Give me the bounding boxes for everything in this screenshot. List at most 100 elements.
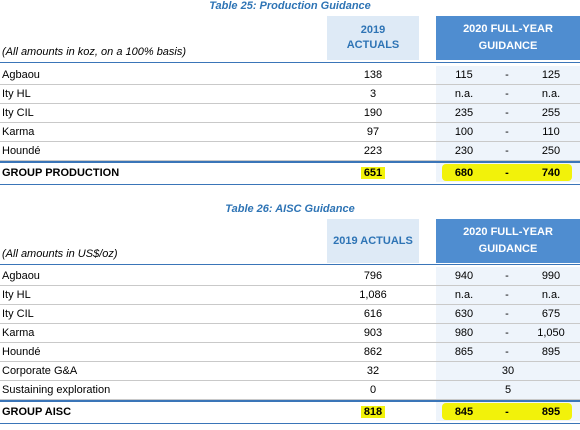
production-row-guidance-high: 125 [541,69,561,81]
aisc-guidance-header-line2: GUIDANCE [478,243,538,255]
aisc-row-guidance-dash: - [505,270,509,282]
aisc-row-guidance-low: 630 [454,308,474,320]
production-total-bottom-rule [0,184,580,185]
aisc-total-top-rule [0,400,580,402]
aisc-row-divider [0,285,580,286]
production-total-guidance-dash: - [505,167,509,179]
aisc-row-guidance-dash: - [505,308,509,320]
production-guidance-header: 2020 FULL-YEAR GUIDANCE [436,16,580,60]
aisc-total-guidance-low: 845 [454,406,474,418]
production-table-row: Karma 97 100 - 110 [0,123,580,142]
production-row-actual: 223 [363,145,383,157]
production-row-guidance-dash: - [505,69,509,81]
production-actuals-header-line1: 2019 [360,24,386,36]
aisc-row-guidance-bg [436,362,580,381]
production-table-row: Ity HL 3 n.a. - n.a. [0,85,580,104]
production-row-guidance-high: n.a. [541,88,561,100]
production-row-guidance-high: 110 [542,126,560,138]
aisc-table-row: Agbaou 796 940 - 990 [0,267,580,286]
production-row-guidance-bg [436,142,580,161]
production-row-guidance-bg [436,66,580,85]
production-row-guidance-bg [436,123,580,142]
production-row-label: Houndé [2,145,41,157]
production-guidance-header-line2: GUIDANCE [478,40,538,52]
production-total-top-rule [0,161,580,163]
production-row-divider [0,141,580,142]
aisc-row-guidance-low: 940 [454,270,474,282]
aisc-row-divider [0,342,580,343]
production-row-guidance-bg [436,104,580,123]
aisc-row-actual: 0 [369,384,377,396]
aisc-row-divider [0,380,580,381]
aisc-row-guidance-high: 990 [541,270,561,282]
aisc-total-guidance-highlight [442,403,572,420]
production-header-rule [0,62,580,63]
aisc-row-guidance-single: 30 [501,365,515,377]
aisc-guidance-header-line1: 2020 FULL-YEAR [463,226,553,238]
aisc-row-actual: 1,086 [359,289,387,301]
production-row-guidance-dash: - [505,107,509,119]
aisc-row-guidance-high: 1,050 [537,327,565,339]
aisc-row-actual: 32 [366,365,380,377]
production-units-note: (All amounts in koz, on a 100% basis) [2,46,187,58]
aisc-actuals-header: 2019 ACTUALS [327,219,419,263]
aisc-table-row: Houndé 862 865 - 895 [0,343,580,362]
aisc-row-actual: 903 [363,327,383,339]
production-row-actual: 138 [363,69,383,81]
aisc-units-note: (All amounts in US$/oz) [2,248,118,260]
aisc-table-title: Table 26: AISC Guidance [225,203,355,215]
production-total-actual-cell: 651 [327,163,419,184]
aisc-total-row: GROUP AISC 818 845 - 895 [0,402,580,423]
production-row-divider [0,84,580,85]
production-row-guidance-low: 100 [454,126,474,138]
aisc-row-label: Agbaou [2,270,40,282]
aisc-table-row: Karma 903 980 - 1,050 [0,324,580,343]
aisc-row-divider [0,304,580,305]
production-row-guidance-dash: - [505,145,509,157]
production-row-label: Karma [2,126,35,138]
production-table-row: Agbaou 138 115 - 125 [0,66,580,85]
production-total-row: GROUP PRODUCTION 651 680 - 740 [0,163,580,184]
aisc-table-row: Corporate G&A 32 30 [0,362,580,381]
production-row-guidance-low: 235 [454,107,474,119]
production-table-row: Houndé 223 230 - 250 [0,142,580,161]
aisc-row-guidance-dash: - [505,289,509,301]
aisc-header-rule [0,264,580,265]
aisc-row-label: Karma [2,327,35,339]
aisc-total-actual-cell: 818 [327,402,419,423]
aisc-row-guidance-bg [436,343,580,362]
production-row-label: Agbaou [2,69,40,81]
aisc-total-guidance-dash: - [505,406,509,418]
aisc-row-guidance-dash: - [505,346,509,358]
aisc-guidance-header: 2020 FULL-YEAR GUIDANCE [436,219,580,263]
production-row-actual: 190 [363,107,383,119]
production-row-guidance-low: n.a. [454,88,474,100]
production-row-divider [0,103,580,104]
aisc-total-guidance-high: 895 [541,406,561,418]
aisc-row-guidance-high: n.a. [541,289,561,301]
production-row-guidance-low: 115 [455,69,473,81]
aisc-total-bottom-rule [0,423,580,424]
production-total-guidance-low: 680 [454,167,474,179]
aisc-row-guidance-high: 675 [541,308,561,320]
production-row-actual: 97 [366,126,380,138]
production-row-label: Ity HL [2,88,31,100]
aisc-table-row: Ity CIL 616 630 - 675 [0,305,580,324]
aisc-row-actual: 862 [363,346,383,358]
production-row-guidance-high: 255 [541,107,561,119]
aisc-row-divider [0,399,580,400]
aisc-row-divider [0,361,580,362]
aisc-row-guidance-low: n.a. [454,289,474,301]
production-table-row: Ity CIL 190 235 - 255 [0,104,580,123]
aisc-row-actual: 616 [363,308,383,320]
aisc-row-guidance-bg [436,267,580,286]
aisc-row-label: Corporate G&A [2,365,78,377]
production-row-guidance-dash: - [505,88,509,100]
production-total-label: GROUP PRODUCTION [2,167,120,179]
aisc-row-guidance-low: 980 [454,327,474,339]
production-actuals-header: 2019 ACTUALS [327,16,419,60]
aisc-row-label: Ity HL [2,289,31,301]
production-actuals-header-line2: ACTUALS [346,39,400,51]
production-row-actual: 3 [369,88,377,100]
production-total-guidance-highlight [442,164,572,181]
